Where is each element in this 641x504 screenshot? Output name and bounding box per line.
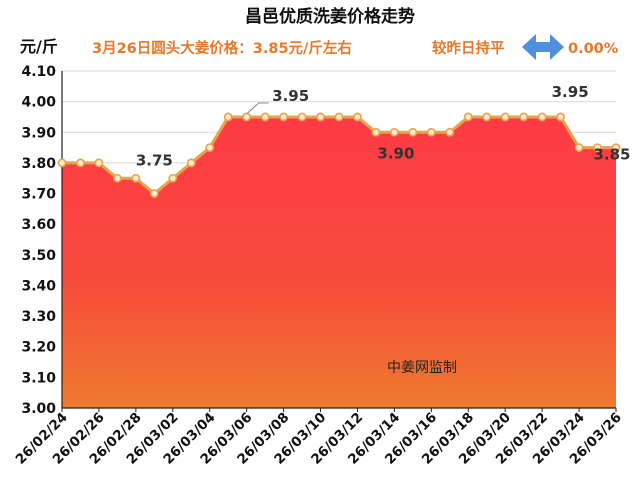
data-point — [113, 173, 122, 183]
data-point — [353, 112, 362, 122]
area-fill — [62, 116, 616, 409]
data-point — [519, 112, 529, 122]
axes — [61, 71, 616, 409]
data-point — [408, 127, 418, 137]
data-label: 3.85 — [593, 146, 630, 164]
data-point — [223, 112, 233, 122]
data-point — [389, 127, 399, 137]
data-markers — [57, 112, 621, 198]
data-point — [500, 112, 510, 122]
change-value: 0.00% — [568, 41, 619, 57]
data-label: 3.95 — [552, 83, 589, 101]
data-point — [186, 158, 196, 168]
chart-title: 昌邑优质洗姜价格走势 — [245, 6, 415, 27]
data-point — [556, 112, 565, 122]
y-axis-label: 元/斤 — [20, 37, 58, 56]
y-tick-label: 3.50 — [21, 248, 56, 264]
data-point — [131, 173, 141, 183]
data-point — [94, 158, 104, 168]
y-tick-label: 3.70 — [21, 187, 56, 203]
watermark: 中姜网监制 — [387, 360, 457, 376]
data-point — [463, 112, 473, 122]
data-label: 3.95 — [272, 87, 309, 105]
y-tick-label: 3.30 — [21, 309, 56, 325]
data-point — [593, 143, 602, 152]
y-tick-label: 3.90 — [21, 125, 56, 141]
data-point — [445, 127, 455, 137]
data-point — [76, 158, 85, 168]
double-arrow-icon — [522, 34, 564, 60]
data-point — [574, 143, 584, 152]
data-point — [57, 158, 67, 168]
price-area — [62, 116, 616, 409]
data-point — [316, 112, 325, 122]
y-tick-label: 3.80 — [21, 156, 56, 172]
data-point — [426, 127, 436, 137]
y-tick-label: 4.00 — [21, 95, 56, 111]
y-tick-label: 3.20 — [21, 340, 56, 356]
data-label: 3.75 — [136, 152, 173, 170]
data-labels: 3.75 3.95 3.90 3.95 3.85 — [136, 83, 631, 170]
data-point — [242, 112, 252, 122]
y-tick-labels: 3.00 3.10 3.20 3.30 3.40 3.50 3.60 3.70 3.80 3.90… — [21, 64, 56, 417]
x-tick-labels: 26/02/2426/02/2626/02/2826/03/0226/03/04… — [13, 408, 625, 468]
y-tick-label: 3.40 — [21, 278, 56, 294]
data-point — [537, 112, 547, 122]
y-tick-label: 4.10 — [21, 64, 56, 80]
data-point — [168, 173, 178, 183]
data-point — [334, 112, 344, 122]
data-point — [482, 112, 492, 122]
change-label: 较昨日持平 — [432, 39, 505, 57]
chart-subtitle: 3月26日圆头大姜价格：3.85元/斤左右 — [92, 39, 352, 57]
y-tick-label: 3.00 — [21, 401, 56, 417]
data-point — [279, 112, 288, 122]
data-point — [260, 112, 270, 122]
data-point — [205, 143, 215, 152]
data-point — [611, 143, 621, 152]
data-label: 3.90 — [377, 144, 414, 162]
y-tick-label: 3.10 — [21, 370, 56, 386]
data-point — [149, 189, 159, 198]
data-point — [297, 112, 307, 122]
y-tick-label: 3.60 — [21, 217, 56, 233]
label-leader — [246, 102, 269, 115]
data-point — [371, 127, 381, 137]
